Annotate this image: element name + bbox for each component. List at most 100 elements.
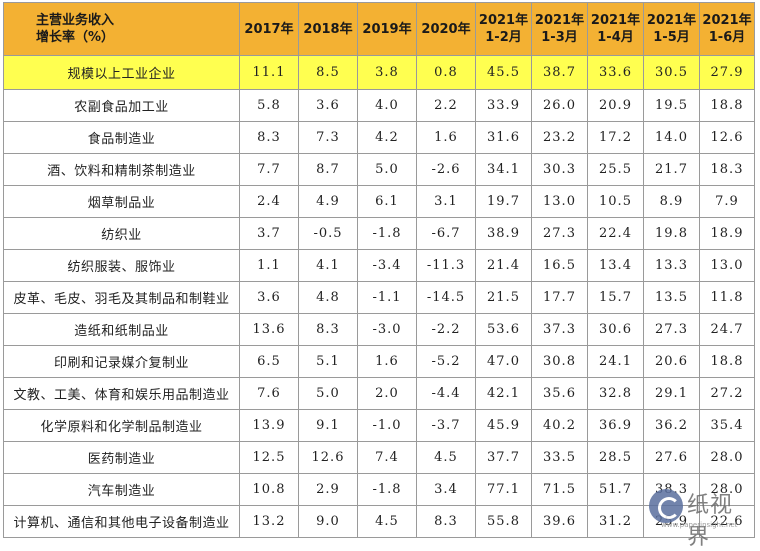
column-header-line1: 2019年 (362, 21, 412, 37)
row-label: 造纸和纸制品业 (3, 313, 240, 346)
table-cell: -5.2 (416, 345, 476, 378)
row-label: 医药制造业 (3, 441, 240, 474)
table-cell: 0.8 (416, 55, 476, 90)
table-row: 纺织业 3.7 -0.5 -1.8 -6.7 38.9 27.3 22.4 19.8 18.9 (3, 217, 755, 250)
table-cell: 34.1 (475, 153, 532, 186)
row-label: 纺织服装、服饰业 (3, 249, 240, 282)
column-header-line2: 1-4月 (597, 30, 634, 45)
table-cell: 4.5 (416, 441, 476, 474)
table-cell: -4.4 (416, 377, 476, 410)
table-cell: 14.0 (643, 121, 700, 154)
table-cell: 5.1 (298, 345, 358, 378)
table-cell: 28.0 (699, 441, 755, 474)
table-cell: 35.4 (699, 409, 755, 442)
table-cell: 13.3 (643, 249, 700, 282)
table-cell: 7.9 (699, 185, 755, 218)
table-cell: 27.3 (531, 217, 588, 250)
table-cell: 8.3 (298, 313, 358, 346)
watermark: 纸视界 www.paperinsight.net (649, 487, 754, 550)
table-cell: 25.5 (587, 153, 644, 186)
header-line1: 主营业务收入 (36, 13, 115, 28)
row-label: 汽车制造业 (3, 473, 240, 506)
table-row: 医药制造业 12.5 12.6 7.4 4.5 37.7 33.5 28.5 27.6 28.0 (3, 441, 755, 474)
column-header: 2017年 (239, 2, 299, 56)
table-cell: -6.7 (416, 217, 476, 250)
table-cell: 31.6 (475, 121, 532, 154)
table-cell: 4.0 (357, 89, 417, 122)
table-cell: 51.7 (587, 473, 644, 506)
table-cell: -2.2 (416, 313, 476, 346)
table-cell: -0.5 (298, 217, 358, 250)
table-body: 规模以上工业企业 11.1 8.5 3.8 0.8 45.5 38.7 33.6 30.5 27.… (3, 55, 755, 538)
table-row: 农副食品加工业 5.8 3.6 4.0 2.2 33.9 26.0 20.9 19.5 18.8 (3, 89, 755, 122)
table-row: 酒、饮料和精制茶制造业 7.7 8.7 5.0 -2.6 34.1 30.3 25.5 21.7… (3, 153, 755, 186)
table-cell: 24.7 (699, 313, 755, 346)
table-cell: 22.4 (587, 217, 644, 250)
column-header-line2: 1-6月 (708, 30, 746, 45)
table-cell: 5.0 (357, 153, 417, 186)
table-cell: 37.3 (531, 313, 588, 346)
table-cell: 45.5 (475, 55, 532, 90)
table-cell: 6.5 (239, 345, 299, 378)
table-cell: 45.9 (475, 409, 532, 442)
table-cell: 1.6 (357, 345, 417, 378)
table-cell: 13.0 (531, 185, 588, 218)
table-cell: -2.6 (416, 153, 476, 186)
column-header: 2021年 1-5月 (643, 2, 700, 56)
column-header: 2018年 (298, 2, 358, 56)
row-label: 农副食品加工业 (3, 89, 240, 122)
table-cell: 77.1 (475, 473, 532, 506)
table-cell: 21.7 (643, 153, 700, 186)
table-cell: -14.5 (416, 281, 476, 314)
table-cell: 3.1 (416, 185, 476, 218)
row-label: 化学原料和化学制品制造业 (3, 409, 240, 442)
table-cell: 4.9 (298, 185, 358, 218)
table-cell: 4.8 (298, 281, 358, 314)
row-label: 印刷和记录媒介复制业 (3, 345, 240, 378)
table-row: 烟草制品业 2.4 4.9 6.1 3.1 19.7 13.0 10.5 8.9 7.9 (3, 185, 755, 218)
row-label: 烟草制品业 (3, 185, 240, 218)
row-label: 纺织业 (3, 217, 240, 250)
table-cell: 19.5 (643, 89, 700, 122)
header-label-cell: 主营业务收入 增长率（%） (3, 2, 240, 56)
table-row: 印刷和记录媒介复制业 6.5 5.1 1.6 -5.2 47.0 30.8 24.1 20.6 1… (3, 345, 755, 378)
table-cell: -11.3 (416, 249, 476, 282)
table-cell: 13.5 (643, 281, 700, 314)
table-row: 皮革、毛皮、羽毛及其制品和制鞋业 3.6 4.8 -1.1 -14.5 21.5 17.7 1… (3, 281, 755, 314)
table-row-highlighted: 规模以上工业企业 11.1 8.5 3.8 0.8 45.5 38.7 33.6 30.5 27.… (3, 55, 755, 90)
table-cell: 7.7 (239, 153, 299, 186)
table-row: 文教、工美、体育和娱乐用品制造业 7.6 5.0 2.0 -4.4 42.1 35.6 32.… (3, 377, 755, 410)
column-header-line1: 2018年 (303, 21, 353, 37)
table-row: 食品制造业 8.3 7.3 4.2 1.6 31.6 23.2 17.2 14.0 12.6 (3, 121, 755, 154)
table-cell: 18.9 (699, 217, 755, 250)
table-cell: 33.5 (531, 441, 588, 474)
column-header-line2: 1-2月 (485, 30, 522, 45)
table-row: 造纸和纸制品业 13.6 8.3 -3.0 -2.2 53.6 37.3 30.6 27.3 24… (3, 313, 755, 346)
column-header: 2021年 1-2月 (475, 2, 532, 56)
table-cell: 27.2 (699, 377, 755, 410)
table-cell: 3.8 (357, 55, 417, 90)
table-cell: 30.6 (587, 313, 644, 346)
column-header-line2: 1-5月 (653, 30, 690, 45)
table-cell: 28.5 (587, 441, 644, 474)
row-label: 规模以上工业企业 (3, 55, 240, 90)
table-cell: 28.0 (699, 473, 755, 506)
table-header-row: 主营业务收入 增长率（%） 2017年 2018年 2019年 2020年 2021年 1… (3, 2, 755, 56)
table-cell: 10.5 (587, 185, 644, 218)
table-cell: 1.6 (416, 121, 476, 154)
column-header: 2021年 1-4月 (587, 2, 644, 56)
table-cell: 18.3 (699, 153, 755, 186)
table-cell: 19.8 (643, 217, 700, 250)
table-cell: -1.1 (357, 281, 417, 314)
column-header: 2020年 (416, 2, 476, 56)
table-cell: 24.1 (587, 345, 644, 378)
table-cell: 2.9 (298, 473, 358, 506)
watermark-text: 纸视界 (687, 493, 734, 550)
table-cell: 3.6 (298, 89, 358, 122)
table-cell: 4.2 (357, 121, 417, 154)
table-cell: 23.2 (531, 121, 588, 154)
table-cell: 13.4 (587, 249, 644, 282)
table-cell: 20.9 (587, 89, 644, 122)
column-header-line1: 2021年 (646, 13, 697, 28)
row-label: 酒、饮料和精制茶制造业 (3, 153, 240, 186)
